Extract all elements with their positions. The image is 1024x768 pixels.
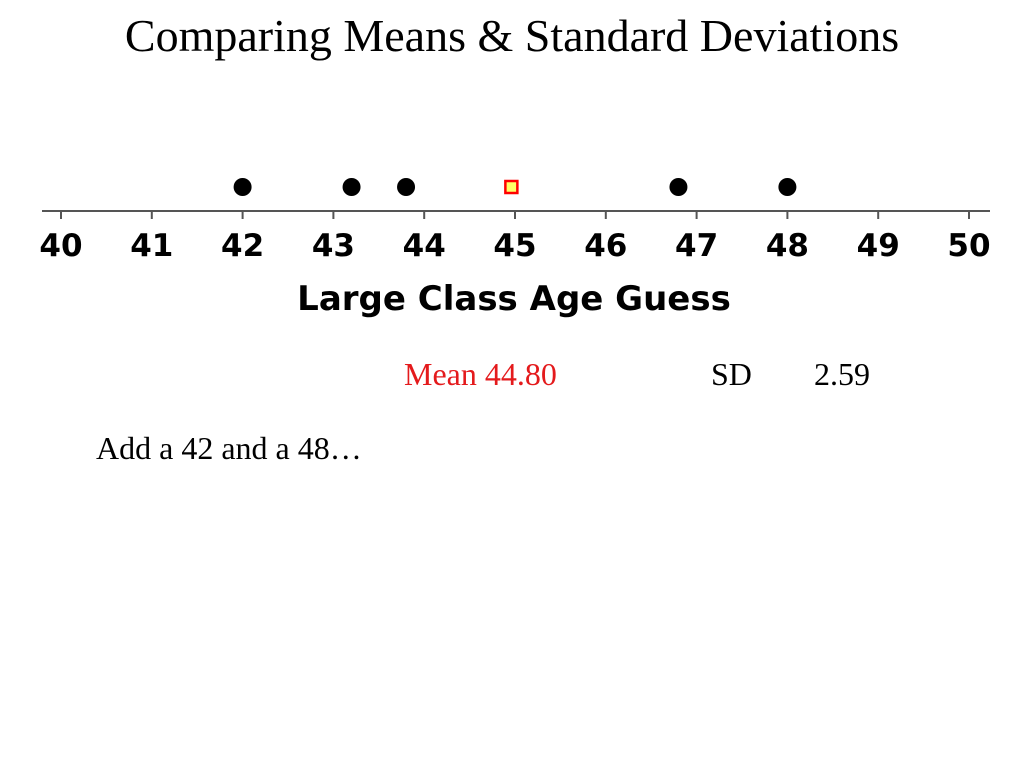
note-text: Add a 42 and a 48… <box>96 430 362 466</box>
mean-marker <box>504 179 519 195</box>
x-tick-label: 48 <box>766 228 809 264</box>
x-axis: 40 41 42 43 44 45 46 47 48 49 50 <box>39 210 991 264</box>
data-point <box>778 178 797 196</box>
x-tick-label: 40 <box>39 228 82 264</box>
x-tick-label: 42 <box>221 228 264 264</box>
dot-plot: 40 41 42 43 44 45 46 47 48 49 50 Large Class Age G… <box>39 178 991 319</box>
data-points <box>233 178 797 196</box>
data-point <box>669 178 688 196</box>
x-tick-label: 43 <box>312 228 355 264</box>
sd-value: 2.59 <box>814 356 870 392</box>
x-tick-label: 47 <box>675 228 718 264</box>
slide-title: Comparing Means & Standard Deviations <box>124 10 900 61</box>
data-point <box>342 178 361 196</box>
x-tick-label: 44 <box>403 228 446 264</box>
mean-value: Mean 44.80 <box>404 356 557 392</box>
x-tick-label: 45 <box>493 228 536 264</box>
x-tick-label: 49 <box>857 228 900 264</box>
sd-label: SD <box>711 356 752 392</box>
x-tick-label: 50 <box>947 228 990 264</box>
x-tick-label: 41 <box>130 228 173 264</box>
data-point <box>397 178 416 196</box>
x-axis-label: Large Class Age Guess <box>297 279 731 319</box>
x-tick-label: 46 <box>584 228 627 264</box>
data-point <box>233 178 252 196</box>
